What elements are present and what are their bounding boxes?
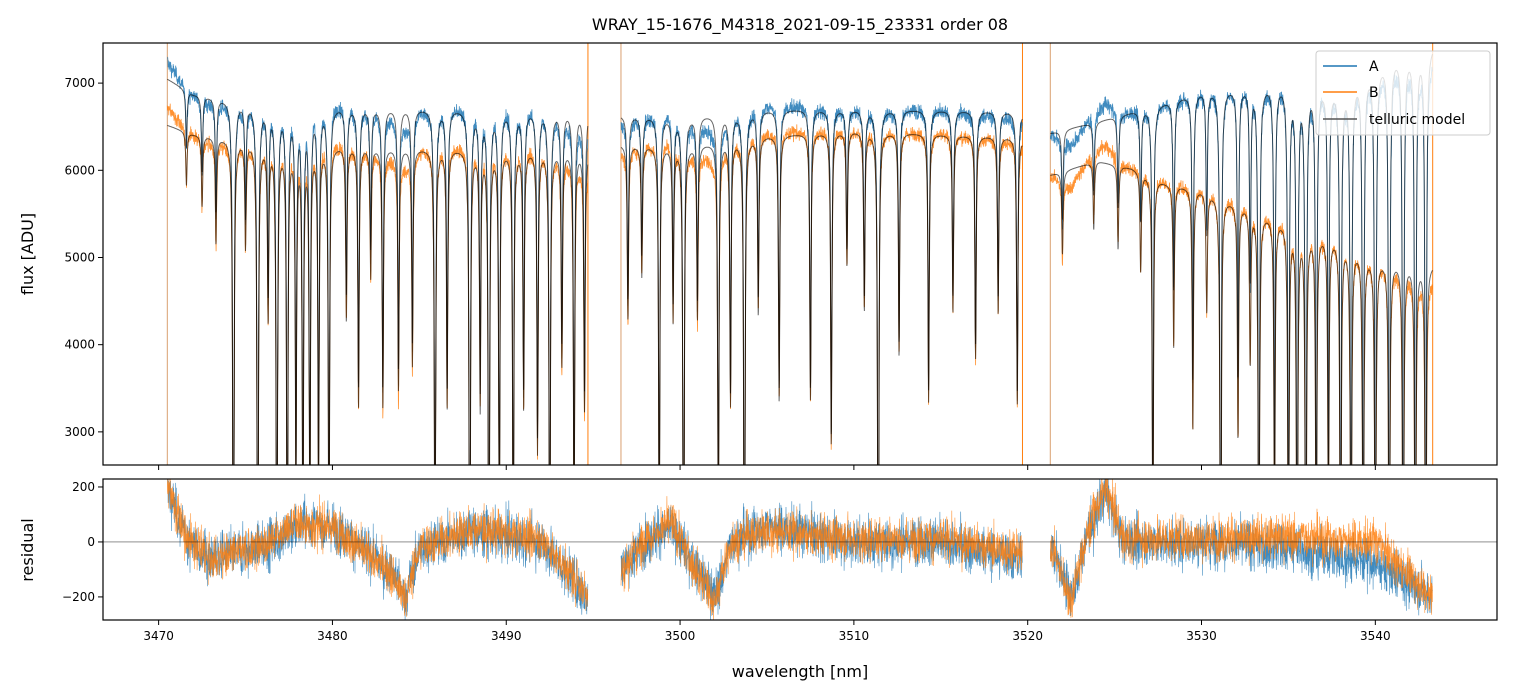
residual-y-tick-label: −200 [62, 590, 95, 604]
chart-title: WRAY_15-1676_M4318_2021-09-15_23331 orde… [592, 15, 1008, 35]
flux-y-tick-label: 7000 [64, 76, 95, 90]
flux-panel [166, 43, 1434, 465]
x-tick-label: 3510 [839, 629, 870, 643]
flux-y-tick-label: 6000 [64, 163, 95, 177]
x-axis-label: wavelength [nm] [732, 662, 869, 681]
x-tick-label: 3520 [1012, 629, 1043, 643]
x-tick-label: 3490 [491, 629, 522, 643]
telluric-model-b-line [167, 124, 1433, 465]
legend: A B telluric model [1315, 50, 1491, 136]
flux-y-tick-label: 4000 [64, 338, 95, 352]
flux-y-tick-label: 5000 [64, 250, 95, 264]
x-tick-label: 3540 [1360, 629, 1391, 643]
residual-b-line [167, 479, 1433, 620]
x-tick-label: 3530 [1186, 629, 1217, 643]
residual-panel [103, 479, 1497, 620]
telluric-model-a-line [166, 53, 1433, 465]
flux-y-label: flux [ADU] [18, 213, 37, 295]
legend-label-a: A [1369, 59, 1379, 75]
residual-y-tick-label: 200 [72, 480, 95, 494]
x-tick-label: 3480 [317, 629, 348, 643]
residual-y-tick-label: 0 [87, 535, 95, 549]
flux-y-tick-label: 3000 [64, 425, 95, 439]
x-tick-label: 3500 [665, 629, 696, 643]
legend-label-b: B [1369, 85, 1379, 101]
residual-y-label: residual [18, 518, 37, 581]
residual-axes-frame [102, 478, 1498, 621]
legend-box [1315, 50, 1491, 136]
legend-label-model: telluric model [1369, 112, 1465, 128]
x-tick-label: 3470 [143, 629, 174, 643]
flux-axes-frame [102, 42, 1498, 466]
